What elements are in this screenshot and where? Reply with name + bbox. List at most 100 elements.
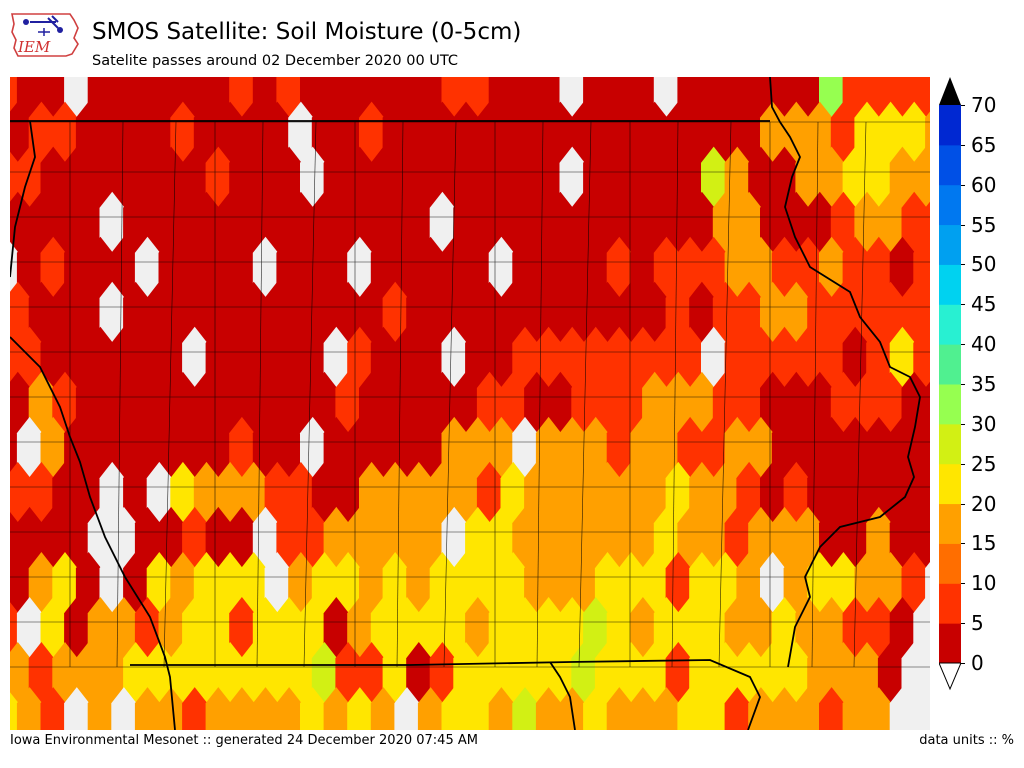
hex-cell (748, 416, 774, 482)
hex-cell (547, 191, 573, 257)
hex-cell (712, 371, 739, 437)
hex-cell (111, 687, 137, 730)
hex-cell (146, 191, 172, 257)
hex-cell (429, 552, 456, 617)
hex-cell (476, 191, 503, 257)
hex-cell (465, 506, 491, 572)
hex-cell (866, 146, 892, 212)
hex-cell (913, 146, 930, 212)
hex-cell (99, 191, 125, 257)
hex-cell (241, 281, 267, 347)
colorbar-tick-mark (961, 663, 965, 664)
hex-cell (618, 552, 644, 617)
hex-cell (606, 146, 632, 212)
hex-cell (182, 506, 208, 572)
hex-cell (653, 326, 680, 392)
hex-cell (52, 191, 78, 257)
svg-text:IEM: IEM (17, 38, 51, 56)
hex-cell (441, 687, 467, 730)
hex-cell (311, 281, 338, 347)
hex-cell (653, 236, 680, 302)
hex-cell (689, 461, 715, 527)
hex-cell (630, 236, 656, 302)
hex-cell (288, 281, 314, 347)
hex-cell (252, 326, 279, 392)
hex-cell (417, 326, 444, 392)
hex-cell (170, 461, 196, 527)
colorbar-bin (939, 503, 961, 544)
hex-cell (382, 101, 408, 167)
hex-cell (193, 371, 220, 437)
hex-cell (571, 642, 597, 707)
hex-cell (123, 191, 149, 257)
hex-cell (288, 642, 314, 707)
hex-cell (28, 642, 55, 707)
hex-cell (182, 146, 208, 212)
hex-cell (276, 416, 302, 482)
hex-cell (630, 146, 656, 212)
chart-title: SMOS Satellite: Soil Moisture (0-5cm) (92, 19, 522, 45)
hex-cell (889, 506, 916, 572)
hex-cell (606, 326, 632, 392)
colorbar-tick-mark (961, 623, 965, 625)
hex-cell (854, 642, 880, 707)
hex-cell (182, 687, 208, 730)
hex-cell (783, 461, 809, 527)
hex-cell (830, 101, 857, 167)
hex-cell (866, 326, 892, 392)
hex-cell (193, 642, 220, 707)
county-line (443, 121, 457, 668)
hex-cell (323, 146, 349, 212)
county-line (536, 121, 544, 668)
hex-cell (123, 642, 149, 707)
hex-cell (500, 552, 526, 617)
hex-cell (535, 687, 562, 730)
hex-cell (677, 326, 703, 392)
hex-cell (854, 281, 880, 347)
colorbar-tick-label: 30 (971, 411, 997, 436)
hex-cell (712, 552, 739, 617)
hex-cell (842, 146, 868, 212)
hex-cell (665, 281, 691, 347)
hex-cell (429, 281, 456, 347)
county-line (811, 121, 819, 668)
hex-cell (689, 642, 715, 707)
hex-cell (842, 506, 868, 572)
hex-cell (311, 101, 338, 167)
hex-cell (807, 281, 833, 347)
hex-cell (311, 191, 338, 257)
hex-cell (134, 416, 161, 482)
hex-cell (252, 236, 279, 302)
hex-cell (40, 146, 66, 212)
hex-cell (394, 506, 420, 572)
hex-cell (158, 326, 184, 392)
hex-cell (217, 101, 243, 167)
colorbar-tick-mark (961, 583, 965, 585)
hex-cell (606, 506, 632, 572)
hex-cell (111, 416, 137, 482)
hex-cell (229, 326, 255, 392)
hex-cell (642, 281, 668, 347)
hex-cell (75, 552, 102, 617)
hex-cell (64, 236, 90, 302)
hex-cell (288, 101, 314, 167)
hex-cell (394, 236, 420, 302)
hex-cell (10, 552, 31, 617)
colorbar-tick-mark (961, 463, 965, 465)
hex-cell (64, 506, 90, 572)
hex-cell (712, 281, 739, 347)
hex-cell (241, 191, 267, 257)
hex-cell (40, 597, 66, 662)
hex-cell (571, 191, 597, 257)
hex-cell (370, 687, 397, 730)
hex-cell (123, 371, 149, 437)
hex-cell (276, 326, 302, 392)
hex-cell (630, 597, 656, 662)
hex-cell (394, 146, 420, 212)
hex-cell (819, 597, 845, 662)
hex-cell (382, 461, 408, 527)
county-line (116, 121, 124, 668)
hex-cell (217, 191, 243, 257)
hex-cell (288, 371, 314, 437)
hex-cell (335, 461, 361, 527)
